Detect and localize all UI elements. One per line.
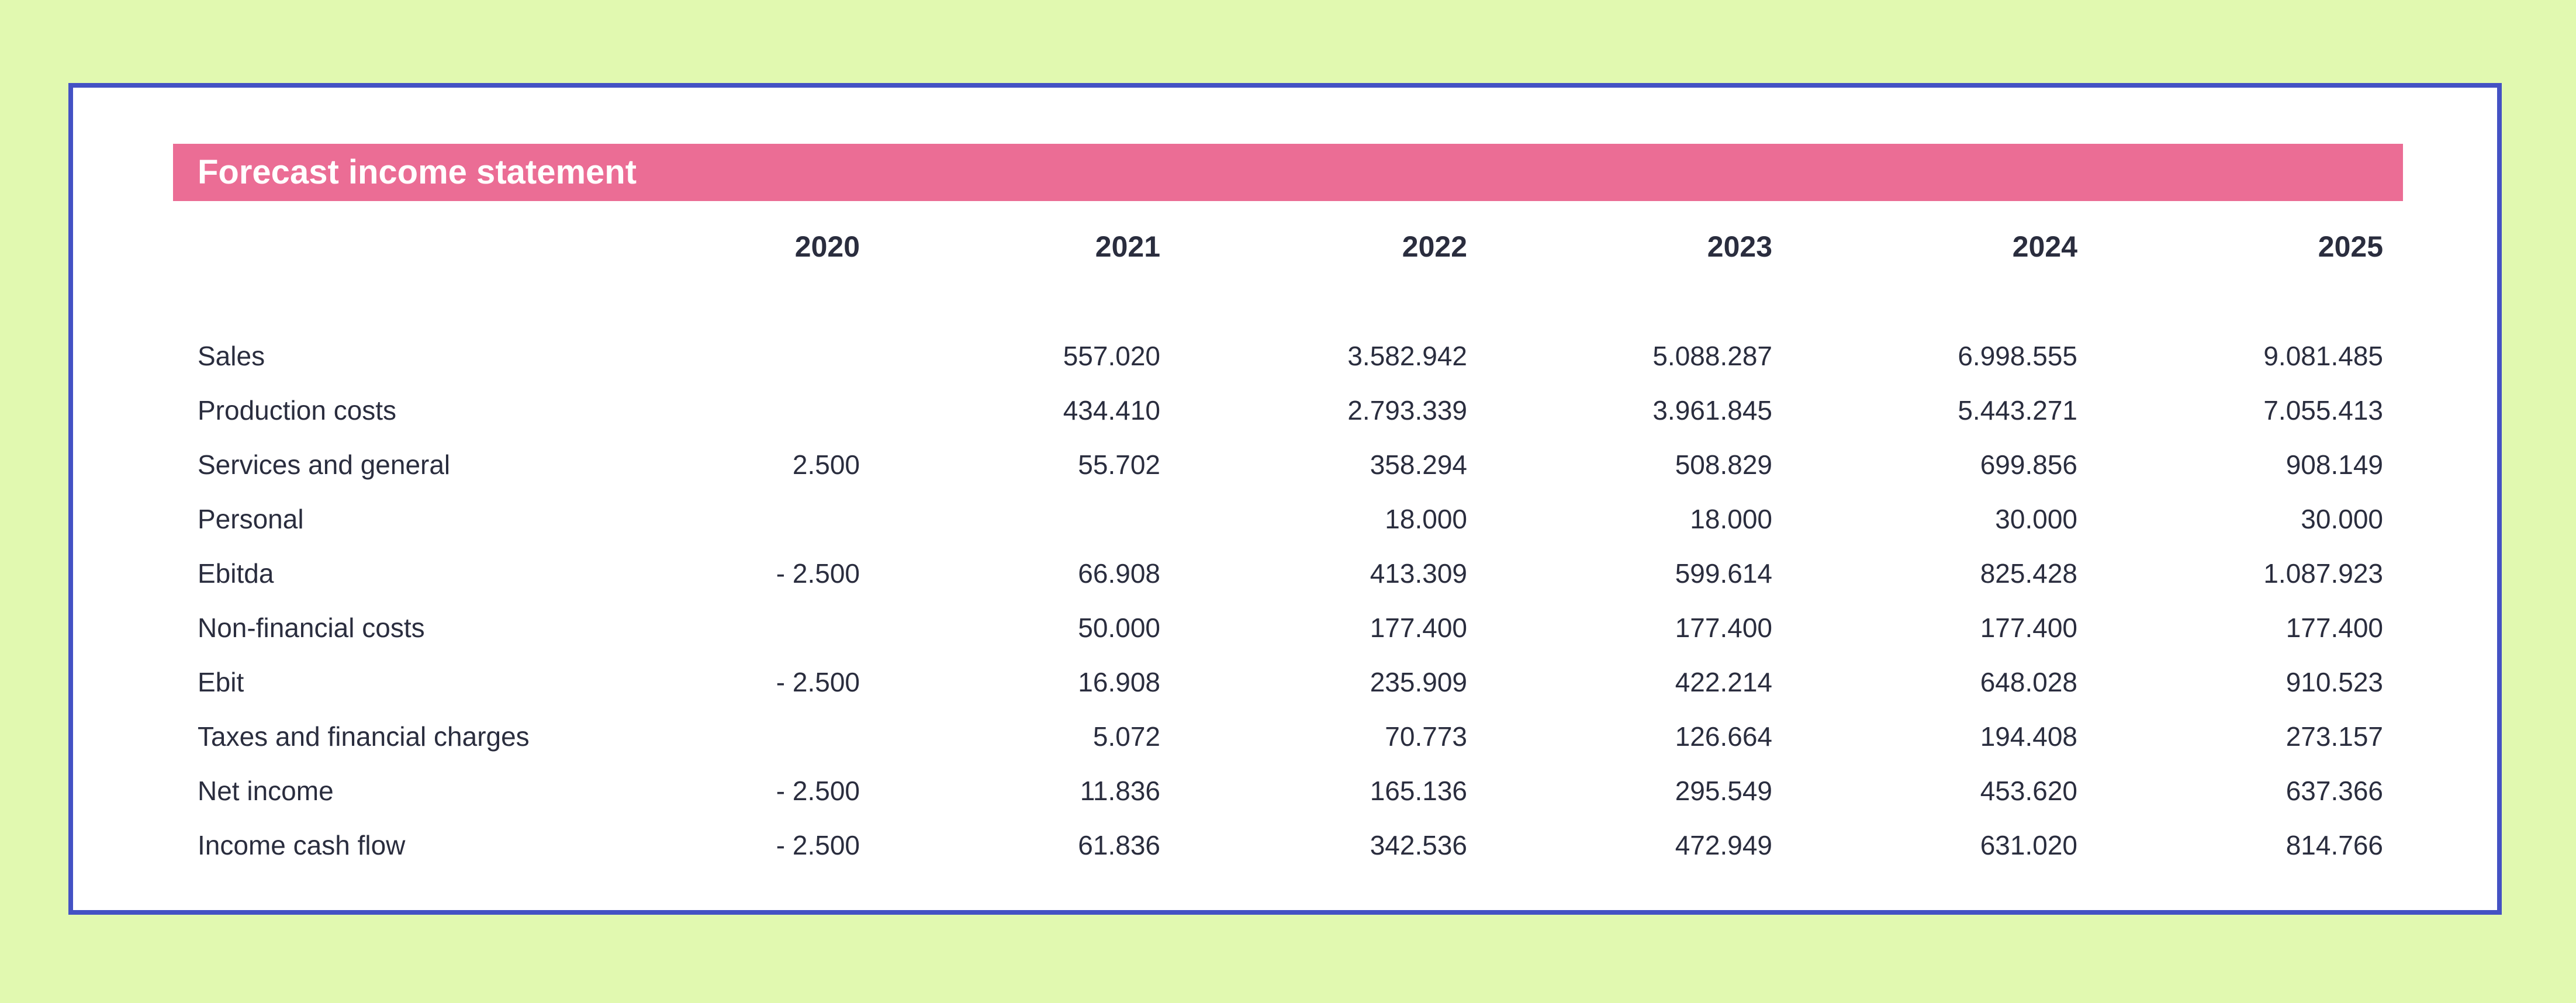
table-cell: 908.149 (2285, 449, 2383, 480)
table-cell: 910.523 (2285, 667, 2383, 697)
table-cell: 177.400 (1980, 613, 2077, 643)
row-label: Sales (198, 341, 265, 371)
table-cell: 3.582.942 (1347, 341, 1467, 371)
table-cell: 814.766 (2285, 830, 2383, 860)
year-header-3: 2023 (1707, 230, 1772, 263)
table-cell: 7.055.413 (2263, 395, 2383, 426)
table-cell: - 2.500 (776, 830, 860, 860)
row-label: Income cash flow (198, 830, 406, 860)
table-cell: 5.443.271 (1958, 395, 2077, 426)
table-cell: 273.157 (2285, 721, 2383, 752)
row-label: Ebit (198, 667, 244, 697)
table-cell: 165.136 (1370, 776, 1467, 806)
table-cell: 9.081.485 (2263, 341, 2383, 371)
row-label: Non-financial costs (198, 613, 425, 643)
table-cell: 177.400 (1370, 613, 1467, 643)
table-cell: 2.500 (792, 449, 860, 480)
table-cell: - 2.500 (776, 667, 860, 697)
table-cell: 177.400 (1675, 613, 1772, 643)
table-cell: - 2.500 (776, 558, 860, 589)
table-cell: 453.620 (1980, 776, 2077, 806)
table-cell: 235.909 (1370, 667, 1467, 697)
statement-card (68, 83, 2502, 915)
table-cell: 422.214 (1675, 667, 1772, 697)
table-cell: 699.856 (1980, 449, 2077, 480)
table-cell: 6.998.555 (1958, 341, 2077, 371)
table-cell: 30.000 (1995, 504, 2077, 534)
year-header-4: 2024 (2012, 230, 2077, 263)
row-label: Personal (198, 504, 304, 534)
year-header-5: 2025 (2318, 230, 2383, 263)
title-bar: Forecast income statement (173, 144, 2403, 201)
table-cell: 472.949 (1675, 830, 1772, 860)
table-cell: 194.408 (1980, 721, 2077, 752)
table-cell: 1.087.923 (2263, 558, 2383, 589)
table-cell: 30.000 (2301, 504, 2383, 534)
row-label: Net income (198, 776, 334, 806)
row-label: Taxes and financial charges (198, 721, 530, 752)
table-cell: 18.000 (1690, 504, 1772, 534)
table-cell: 18.000 (1385, 504, 1467, 534)
table-cell: 358.294 (1370, 449, 1467, 480)
year-header-0: 2020 (794, 230, 860, 263)
table-cell: 177.400 (2285, 613, 2383, 643)
table-cell: 66.908 (1078, 558, 1160, 589)
row-label: Services and general (198, 449, 451, 480)
table-cell: 3.961.845 (1652, 395, 1772, 426)
table-cell: 5.088.287 (1652, 341, 1772, 371)
row-label: Ebitda (198, 558, 274, 589)
table-cell: - 2.500 (776, 776, 860, 806)
table-cell: 599.614 (1675, 558, 1772, 589)
table-cell: 413.309 (1370, 558, 1467, 589)
year-header-2: 2022 (1402, 230, 1467, 263)
table-cell: 508.829 (1675, 449, 1772, 480)
table-cell: 557.020 (1063, 341, 1160, 371)
table-cell: 295.549 (1675, 776, 1772, 806)
table-cell: 16.908 (1078, 667, 1160, 697)
table-cell: 631.020 (1980, 830, 2077, 860)
table-cell: 5.072 (1092, 721, 1160, 752)
row-label: Production costs (198, 395, 397, 426)
year-header-1: 2021 (1095, 230, 1160, 263)
table-cell: 648.028 (1980, 667, 2077, 697)
table-cell: 50.000 (1078, 613, 1160, 643)
table-cell: 825.428 (1980, 558, 2077, 589)
table-cell: 637.366 (2285, 776, 2383, 806)
table-cell: 2.793.339 (1347, 395, 1467, 426)
table-cell: 126.664 (1675, 721, 1772, 752)
page-title: Forecast income statement (198, 153, 637, 191)
table-cell: 434.410 (1063, 395, 1160, 426)
table-cell: 70.773 (1385, 721, 1467, 752)
table-cell: 342.536 (1370, 830, 1467, 860)
table-cell: 61.836 (1078, 830, 1160, 860)
table-cell: 11.836 (1080, 776, 1160, 806)
table-cell: 55.702 (1078, 449, 1160, 480)
